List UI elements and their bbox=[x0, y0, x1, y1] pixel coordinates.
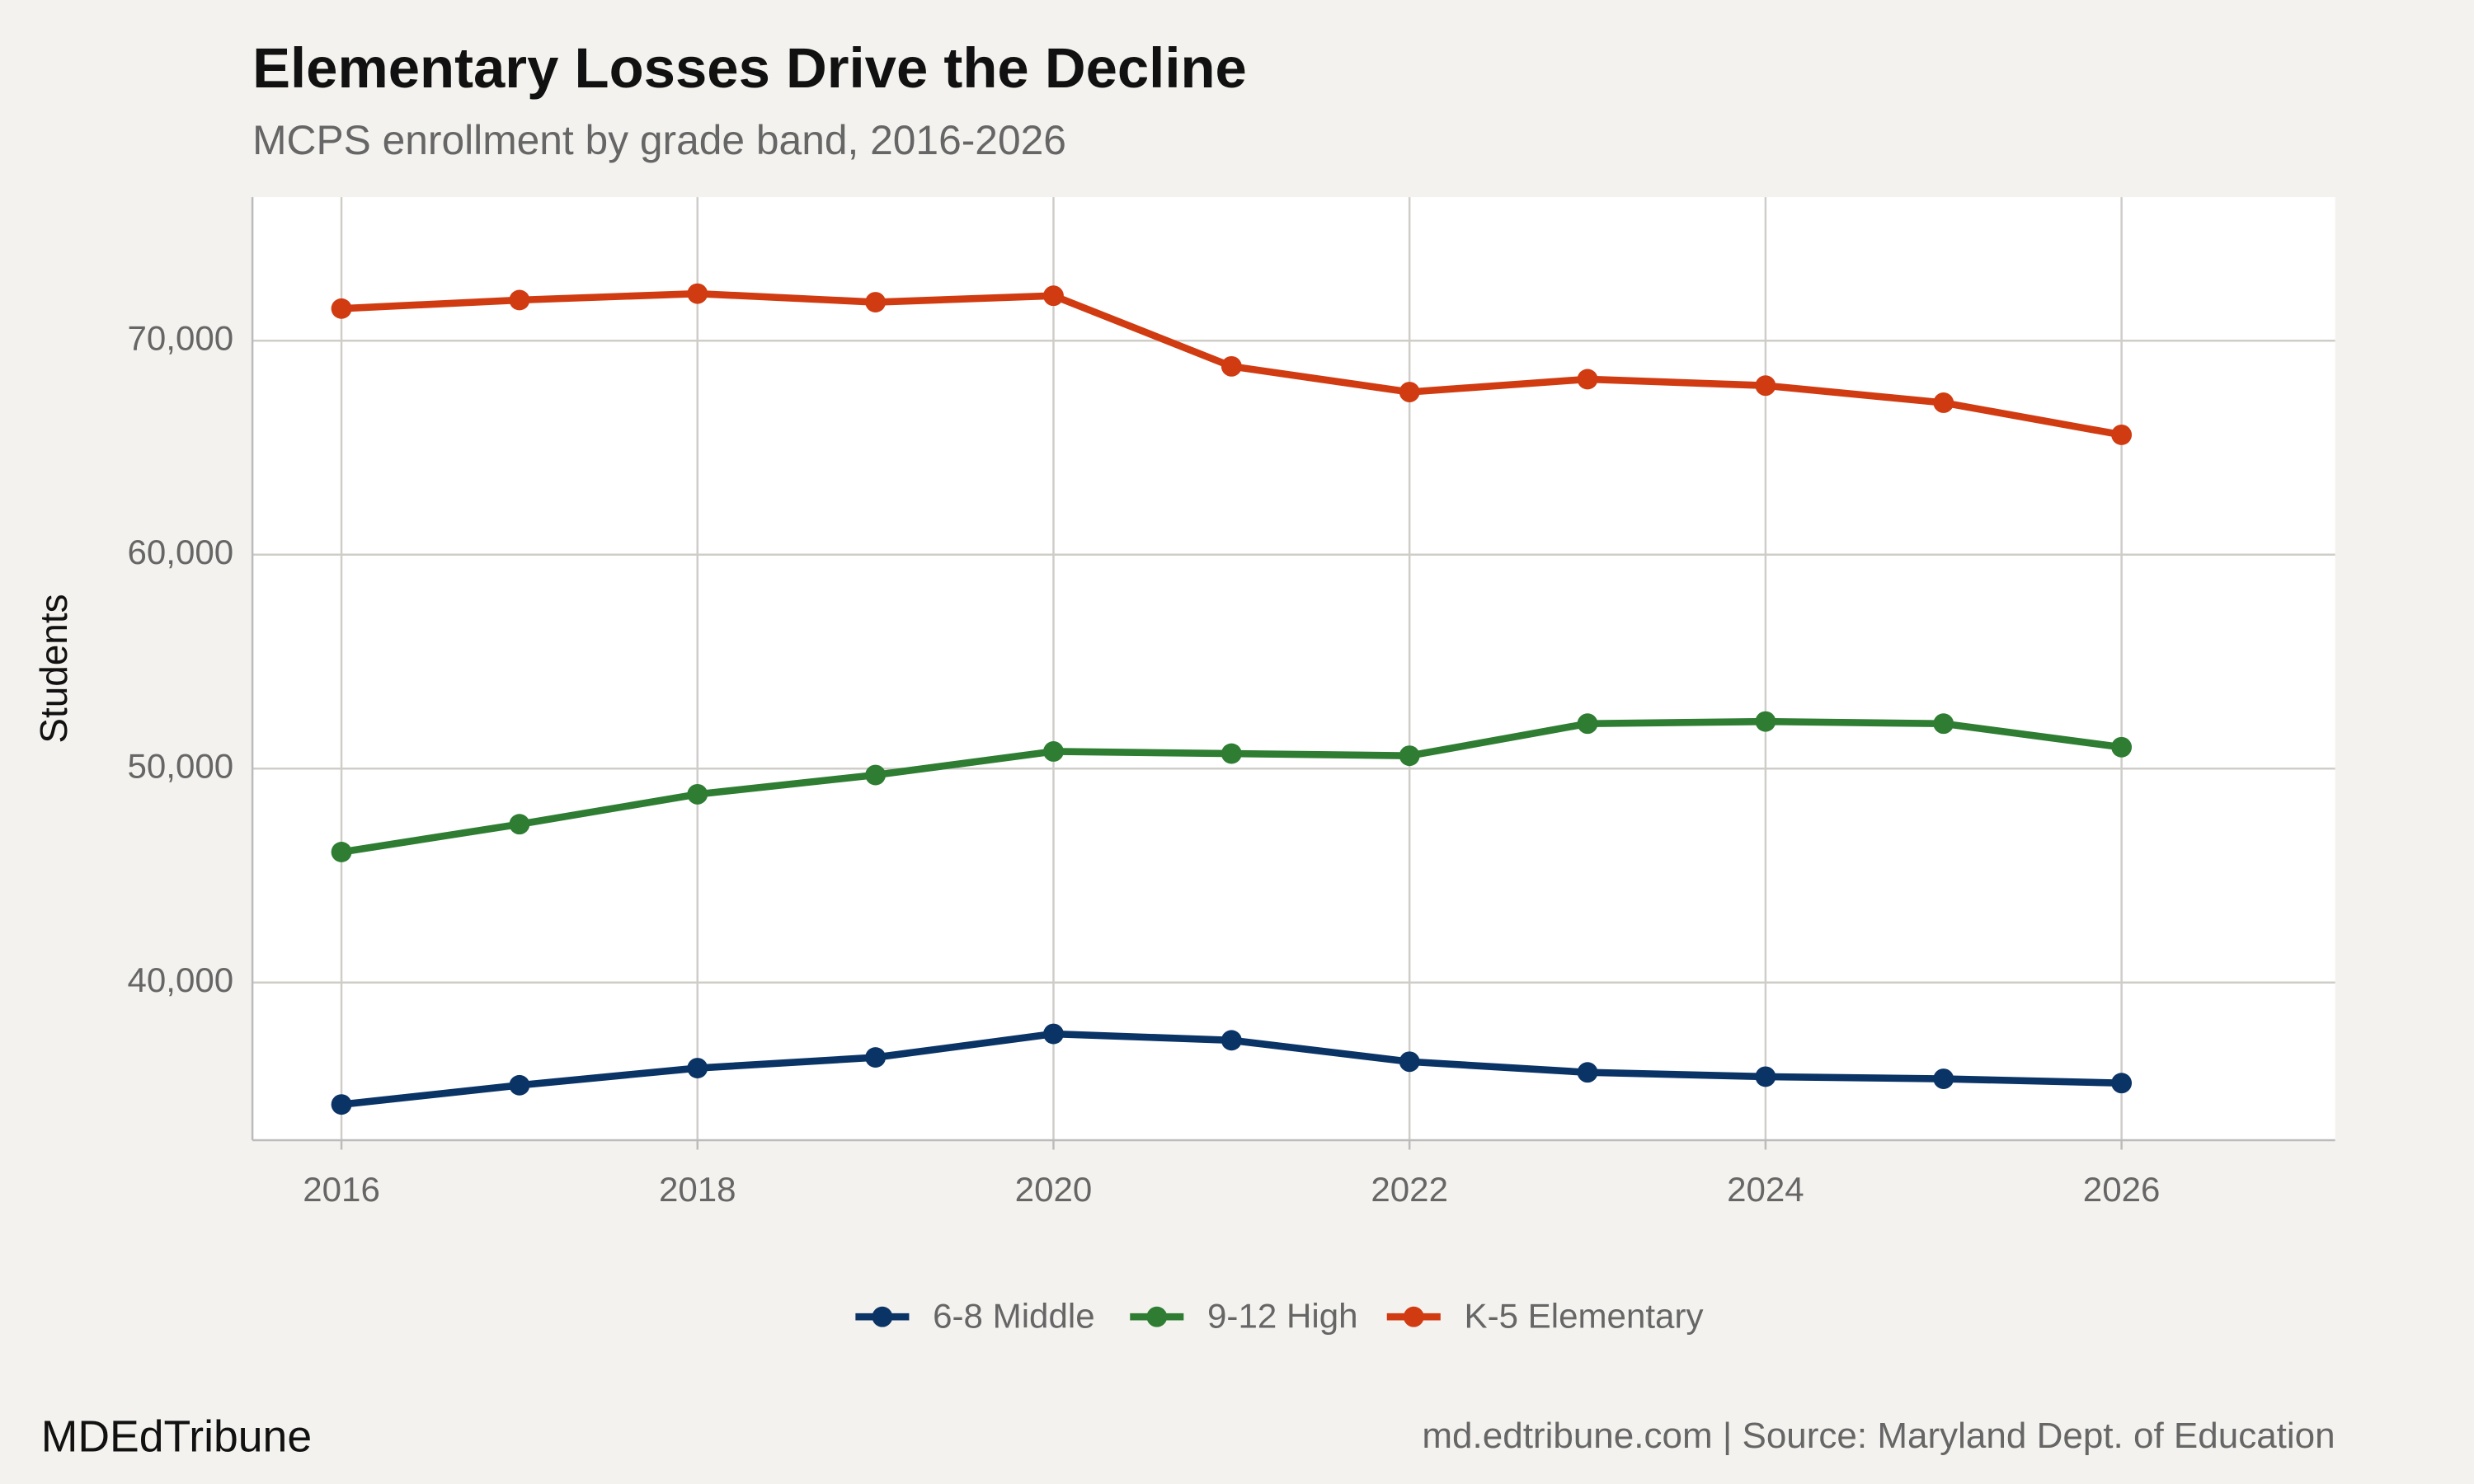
legend-label: 9-12 High bbox=[1207, 1296, 1357, 1335]
legend-swatch-point bbox=[872, 1306, 893, 1327]
x-tick-label: 2024 bbox=[1727, 1170, 1804, 1209]
data-point bbox=[865, 764, 887, 786]
x-tick-label: 2026 bbox=[2083, 1170, 2161, 1209]
y-tick-label: 60,000 bbox=[127, 533, 233, 571]
y-tick-label: 40,000 bbox=[127, 960, 233, 999]
legend-swatch-point bbox=[1403, 1306, 1424, 1327]
x-tick-label: 2022 bbox=[1371, 1170, 1448, 1209]
data-point bbox=[1577, 369, 1598, 390]
data-point bbox=[2111, 1073, 2133, 1094]
data-point bbox=[1399, 745, 1420, 767]
data-point bbox=[1221, 743, 1242, 764]
data-point bbox=[1043, 285, 1064, 307]
chart-title: Elementary Losses Drive the Decline bbox=[252, 36, 1247, 100]
data-point bbox=[687, 783, 708, 805]
data-point bbox=[687, 1058, 708, 1078]
data-point bbox=[1933, 392, 1954, 413]
x-tick-label: 2016 bbox=[303, 1170, 380, 1209]
data-point bbox=[509, 1074, 530, 1096]
data-point bbox=[1755, 375, 1776, 397]
x-tick-label: 2020 bbox=[1015, 1170, 1093, 1209]
data-point bbox=[1221, 355, 1242, 377]
data-point bbox=[1577, 1062, 1598, 1083]
data-point bbox=[1755, 1066, 1776, 1087]
legend-label: K-5 Elementary bbox=[1465, 1296, 1704, 1335]
data-point bbox=[1043, 1023, 1064, 1045]
data-point bbox=[2111, 736, 2133, 758]
data-point bbox=[509, 814, 530, 835]
data-point bbox=[1755, 711, 1776, 732]
y-tick-label: 50,000 bbox=[127, 746, 233, 785]
data-point bbox=[331, 842, 352, 862]
legend-swatch-point bbox=[1146, 1306, 1168, 1327]
data-point bbox=[865, 1047, 887, 1068]
data-point bbox=[1043, 741, 1064, 762]
data-point bbox=[1399, 382, 1420, 402]
data-point bbox=[2111, 424, 2133, 445]
data-point bbox=[1933, 713, 1954, 735]
y-tick-label: 70,000 bbox=[127, 318, 233, 357]
data-point bbox=[331, 1094, 352, 1115]
brand: MDEdTribune bbox=[41, 1413, 312, 1462]
data-point bbox=[331, 298, 352, 319]
data-point bbox=[509, 289, 530, 311]
chart-subtitle: MCPS enrollment by grade band, 2016-2026 bbox=[252, 117, 1066, 163]
x-tick-label: 2018 bbox=[659, 1170, 736, 1209]
data-point bbox=[1221, 1030, 1242, 1051]
legend: 6-8 Middle 9-12 High K-5 Elementary bbox=[855, 1296, 1704, 1335]
data-point bbox=[1933, 1068, 1954, 1089]
caption: md.edtribune.com | Source: Maryland Dept… bbox=[1422, 1416, 2335, 1456]
legend-label: 6-8 Middle bbox=[933, 1296, 1094, 1335]
plot-panel bbox=[252, 197, 2335, 1140]
y-axis-label: Students bbox=[32, 594, 75, 743]
data-point bbox=[1399, 1051, 1420, 1073]
grid bbox=[252, 197, 2335, 1140]
data-point bbox=[1577, 713, 1598, 735]
data-point bbox=[865, 292, 887, 312]
data-point bbox=[687, 283, 708, 304]
